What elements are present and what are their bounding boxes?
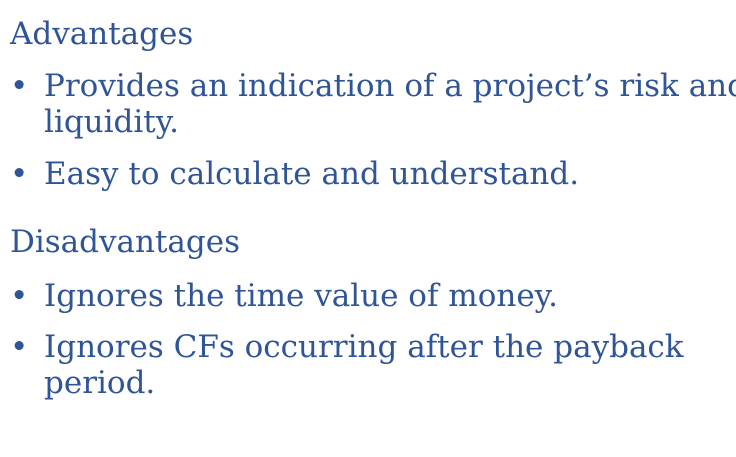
advantage-item-easy: • Easy to calculate and understand. [10, 156, 720, 192]
disadvantage-item-time-value: • Ignores the time value of money. [10, 278, 720, 314]
disadvantages-heading: Disadvantages [10, 224, 241, 260]
advantage-item-line-2: liquidity. [44, 104, 180, 140]
disadvantage-item-line-1: Ignores CFs occurring after the payback [44, 329, 684, 365]
disadvantage-item-line-2: period. [44, 365, 156, 401]
advantage-item-line-1: Provides an indication of a project’s ri… [44, 68, 736, 104]
bullet-icon: • [10, 156, 29, 192]
bullet-icon: • [10, 329, 29, 365]
advantage-item-line-1: Easy to calculate and understand. [44, 156, 580, 192]
bullet-icon: • [10, 278, 29, 314]
advantages-heading: Advantages [10, 16, 194, 52]
bullet-icon: • [10, 68, 29, 104]
disadvantage-item-line-1: Ignores the time value of money. [44, 278, 558, 314]
advantage-item-risk-liquidity: • Provides an indication of a project’s … [10, 68, 736, 140]
disadvantage-item-cfs-after-payback: • Ignores CFs occurring after the paybac… [10, 329, 720, 401]
